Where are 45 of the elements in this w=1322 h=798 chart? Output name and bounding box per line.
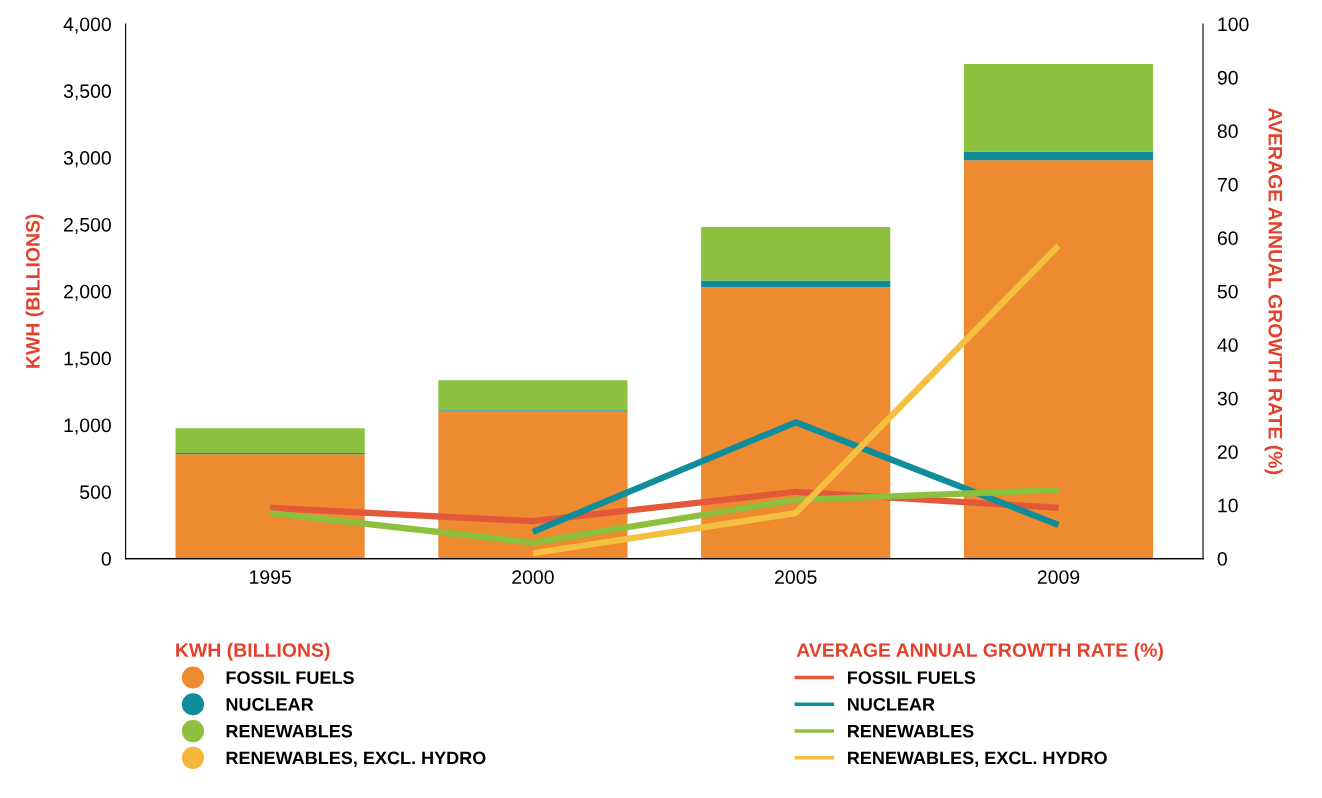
bar — [175, 454, 365, 559]
y2-tick-label: 0 — [1217, 552, 1227, 566]
y-tick-label: 1,500 — [64, 351, 111, 368]
bar — [963, 64, 1154, 152]
y-axis-title: KWH (BILLIONS) — [25, 214, 44, 368]
y2-tick-label: 60 — [1217, 231, 1238, 246]
y-tick-label: 1,000 — [64, 418, 111, 435]
y2-tick-label: 70 — [1217, 177, 1238, 192]
legend-label: FOSSIL FUELS — [847, 671, 976, 684]
bar — [701, 280, 891, 288]
y2-tick-label: 90 — [1217, 70, 1238, 85]
y-tick-label: 0 — [101, 552, 111, 566]
bar — [701, 227, 891, 281]
y2-tick-label: 20 — [1217, 445, 1238, 459]
legend-label: RENEWABLES, EXCL. HYDRO — [847, 751, 1107, 767]
y-tick-label: 500 — [80, 485, 111, 499]
y2-tick-label: 100 — [1218, 17, 1249, 32]
y2-tick-label: 30 — [1217, 391, 1238, 406]
x-tick-label: 1995 — [249, 570, 291, 584]
y-tick-label: 3,000 — [63, 151, 111, 168]
legend-label: RENEWABLES — [226, 724, 353, 738]
legend-label: NUCLEAR — [847, 697, 935, 711]
y-tick-label: 2,000 — [64, 284, 111, 301]
legend-label: RENEWABLES — [847, 724, 974, 738]
legend-label: RENEWABLES, EXCL. HYDRO — [226, 751, 486, 767]
y-tick-label: 3,500 — [63, 84, 111, 101]
legend-label: NUCLEAR — [226, 697, 314, 711]
bar — [701, 287, 891, 559]
text: KWH (BILLIONS) — [176, 642, 330, 661]
bar — [963, 151, 1154, 161]
y2-tick-label: 80 — [1217, 124, 1238, 139]
y2-axis-title: AVERAGE ANNUAL GROWTH RATE (%) — [1264, 107, 1283, 475]
bar — [175, 428, 365, 453]
y2-tick-label: 50 — [1217, 284, 1238, 299]
y2-tick-label: 40 — [1217, 338, 1238, 352]
x-tick-label: 2005 — [775, 570, 817, 584]
y-tick-label: 2,500 — [64, 217, 111, 234]
y-tick-label: 4,000 — [63, 17, 111, 34]
legend-label: FOSSIL FUELS — [226, 671, 354, 684]
text: AVERAGE ANNUAL GROWTH RATE (%) — [796, 642, 1163, 661]
bar — [963, 160, 1154, 559]
x-tick-label: 2000 — [512, 570, 554, 584]
y2-tick-label: 10 — [1218, 498, 1238, 513]
x-tick-label: 2009 — [1037, 570, 1080, 584]
bar — [438, 380, 628, 411]
